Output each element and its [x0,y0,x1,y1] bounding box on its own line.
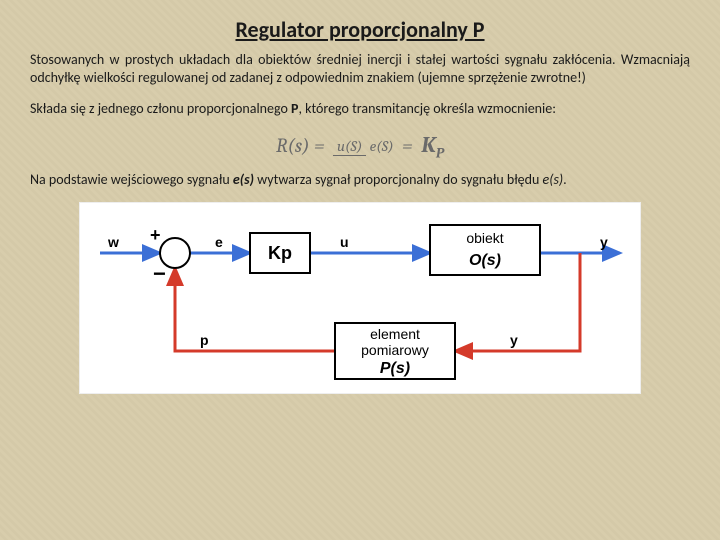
formula-fraction: u(S) e(S) [333,139,394,155]
paragraph-intro: Stosowanych w prostych układach dla obie… [30,51,690,86]
formula-denominator: e(S) [370,137,394,155]
text-span: Składa się z jednego członu proporcjonal… [30,100,291,117]
svg-text:y: y [600,234,608,250]
page-title: Regulator proporcjonalny P [30,16,690,43]
italic-es1: e(s) [233,171,254,188]
svg-text:element: element [370,326,420,342]
transfer-function-formula: R(s) = u(S) e(S) = KP [30,132,690,161]
text-span: . [563,171,567,188]
svg-text:obiekt: obiekt [466,230,503,246]
svg-text:Kp: Kp [268,243,292,263]
svg-text:w: w [107,234,119,250]
formula-kp: KP [421,132,444,158]
text-span: , którego transmitancję określa wzmocnie… [298,100,555,117]
svg-text:e: e [215,234,223,250]
svg-text:y: y [510,332,518,348]
svg-text:p: p [200,332,209,348]
text-span: wytwarza sygnał proporcjonalny do sygnał… [254,171,543,188]
paragraph-output: Na podstawie wejściowego sygnału e(s) wy… [30,171,690,189]
formula-numerator: u(S) [333,137,366,156]
svg-text:+: + [150,225,161,245]
svg-text:P(s): P(s) [380,360,410,377]
diagram-svg: w + − e Kp u obiekt O(s) y p elementpomiarowy P(s) y [80,203,640,393]
formula-lhs: R(s) [276,134,310,157]
paragraph-composition: Składa się z jednego członu proporcjonal… [30,100,690,118]
italic-es2: e(s) [543,171,564,188]
svg-text:pomiarowy: pomiarowy [361,342,429,358]
svg-text:O(s): O(s) [469,252,501,269]
svg-text:−: − [153,261,166,286]
text-span: Na podstawie wejściowego sygnału [30,171,233,188]
control-loop-diagram: w + − e Kp u obiekt O(s) y p elementpomiarowy P(s) y [79,202,641,394]
svg-text:u: u [340,234,349,250]
